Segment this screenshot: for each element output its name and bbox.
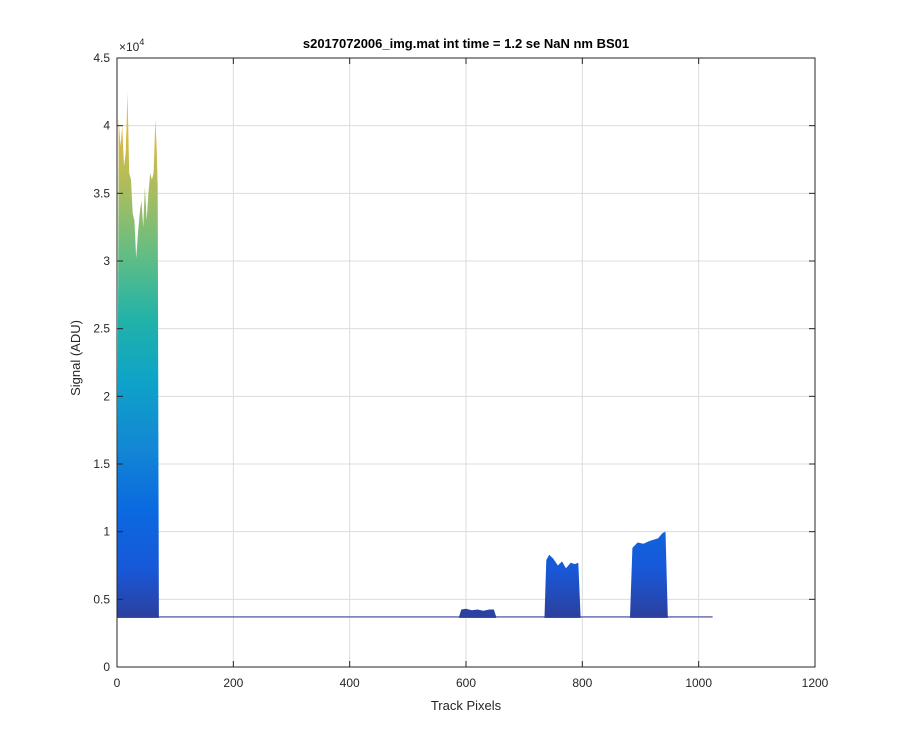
y-tick-label: 3.5 (93, 186, 110, 200)
y-tick-label: 4 (103, 119, 110, 133)
x-tick-label: 1000 (685, 676, 712, 690)
y-tick-label: 3 (103, 254, 110, 268)
tick-labels: 0 200 400 600 800 1000 1200 0 0.5 1 1.5 2 2.5 3 3.5 4 4.… (93, 51, 828, 690)
y-tick-label: 2.5 (93, 322, 110, 336)
x-axis-label: Track Pixels (431, 698, 502, 713)
chart-title: s2017072006_img.mat int time = 1.2 se Na… (303, 36, 629, 51)
y-tick-label: 4.5 (93, 51, 110, 65)
y-tick-label: 1 (103, 525, 110, 539)
tick-marks (116, 57, 816, 668)
x-tick-label: 0 (114, 676, 121, 690)
y-tick-label: 0.5 (93, 592, 110, 606)
peak-1-area (117, 91, 159, 667)
y-exponent-base: ×10 (119, 40, 140, 54)
y-axis-exponent: ×104 (119, 37, 144, 54)
y-tick-label: 0 (103, 660, 110, 674)
x-tick-label: 800 (572, 676, 592, 690)
y-tick-label: 1.5 (93, 457, 110, 471)
y-exponent-power: 4 (139, 37, 144, 47)
x-tick-label: 400 (340, 676, 360, 690)
x-tick-label: 1200 (802, 676, 829, 690)
x-tick-label: 200 (223, 676, 243, 690)
x-tick-label: 600 (456, 676, 476, 690)
grid-lines (116, 57, 816, 668)
data-layer (117, 91, 815, 667)
y-axis-label: Signal (ADU) (68, 320, 83, 396)
y-tick-label: 2 (103, 389, 110, 403)
